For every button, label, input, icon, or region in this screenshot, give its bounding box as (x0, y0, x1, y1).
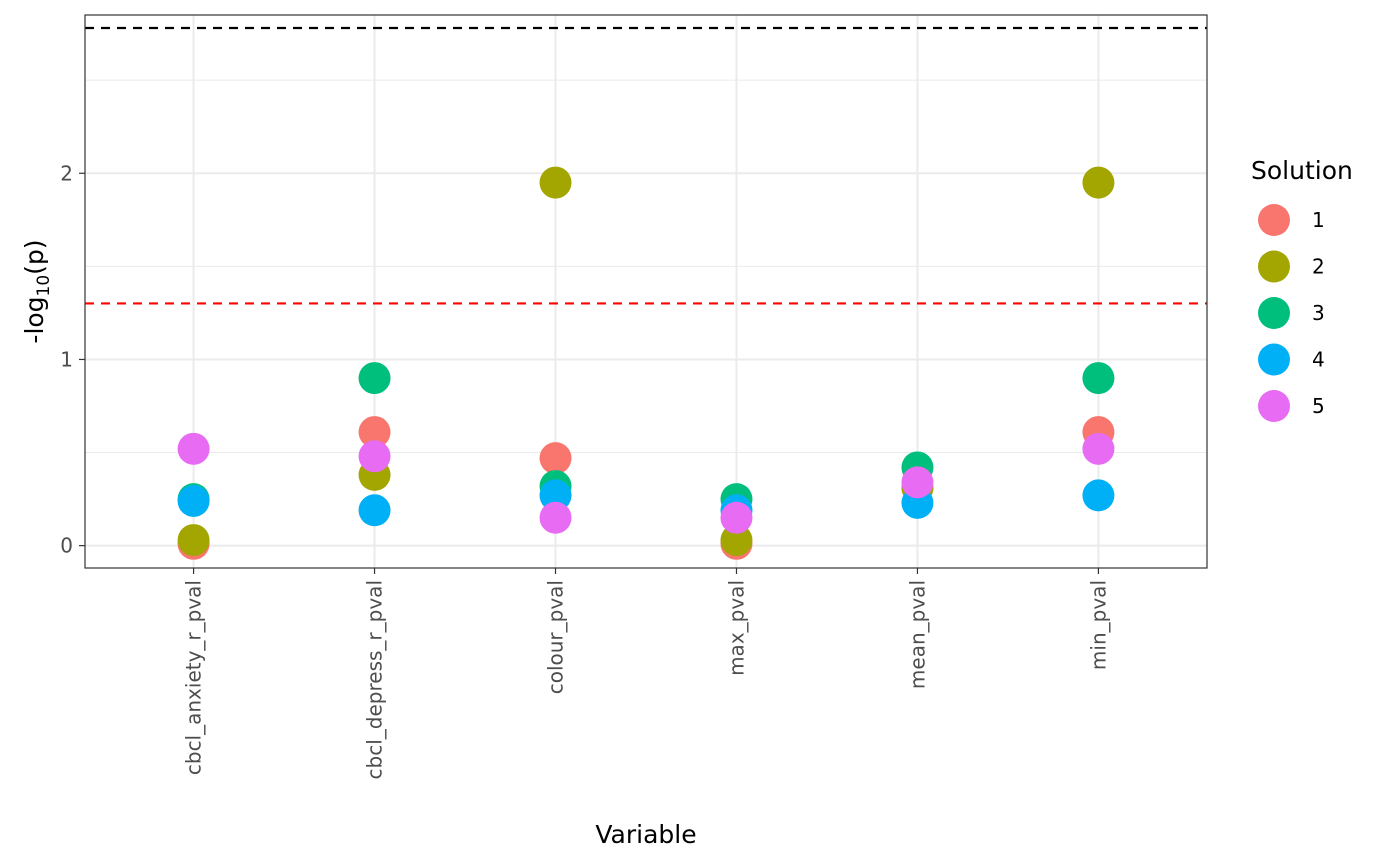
legend-label: 2 (1312, 255, 1325, 279)
x-axis-title: Variable (595, 820, 696, 849)
x-tick-label: min_pval (1086, 580, 1110, 670)
x-tick-label: max_pval (724, 580, 748, 676)
plot-border (84, 14, 1208, 569)
reference-lines (85, 26, 1207, 305)
legend-key-4 (1258, 343, 1290, 376)
y-tick-label: 2 (60, 161, 73, 185)
point-solution-2 (177, 524, 210, 557)
legend-label: 1 (1312, 208, 1325, 232)
y-tick-label: 1 (60, 347, 73, 371)
y-axis-title-subscript: 10 (34, 275, 54, 297)
minor-gridlines (85, 79, 1207, 454)
legend-title: Solution (1251, 156, 1353, 185)
legend-label: 3 (1312, 301, 1325, 325)
point-solution-5 (1082, 432, 1115, 465)
point-solution-2 (539, 166, 572, 199)
major-gridlines (85, 15, 1207, 568)
x-tick-label: colour_pval (544, 580, 568, 694)
point-solution-5 (177, 432, 210, 465)
legend-key-2 (1258, 250, 1290, 283)
x-tick-label: cbcl_anxiety_r_pval (182, 580, 206, 775)
point-solution-4 (539, 479, 572, 512)
point-solution-4 (1082, 479, 1115, 512)
point-solution-3 (1082, 362, 1115, 395)
y-axis-title: -log10(p) (20, 239, 54, 343)
plot-panel (85, 15, 1207, 568)
legend-key-5 (1258, 390, 1290, 422)
y-axis-title-main: -log (20, 296, 49, 343)
point-solution-1 (358, 416, 391, 449)
point-solution-5 (901, 466, 934, 499)
x-tick-label: cbcl_depress_r_pval (363, 580, 387, 779)
point-solution-1 (539, 442, 572, 475)
point-solution-2 (1082, 166, 1115, 199)
x-tick-label: mean_pval (905, 580, 929, 689)
legend: Solution 1 2 3 4 5 (1251, 156, 1353, 422)
legend-label: 4 (1312, 348, 1325, 372)
y-axis: 0 1 2 (60, 161, 85, 558)
point-solution-5 (358, 440, 391, 473)
legend-label: 5 (1312, 394, 1325, 418)
point-solution-5 (539, 501, 572, 534)
x-axis: cbcl_anxiety_r_pval cbcl_depress_r_pval co… (182, 568, 1110, 779)
data-points (177, 166, 1115, 560)
y-axis-title-end: (p) (20, 239, 49, 274)
point-solution-4 (358, 494, 391, 527)
y-tick-label: 0 (60, 534, 73, 558)
point-solution-5 (720, 501, 753, 534)
legend-key-3 (1258, 297, 1290, 329)
point-solution-3 (358, 362, 391, 395)
point-solution-2 (720, 524, 753, 557)
point-solution-4 (177, 484, 210, 517)
legend-key-1 (1258, 204, 1290, 236)
